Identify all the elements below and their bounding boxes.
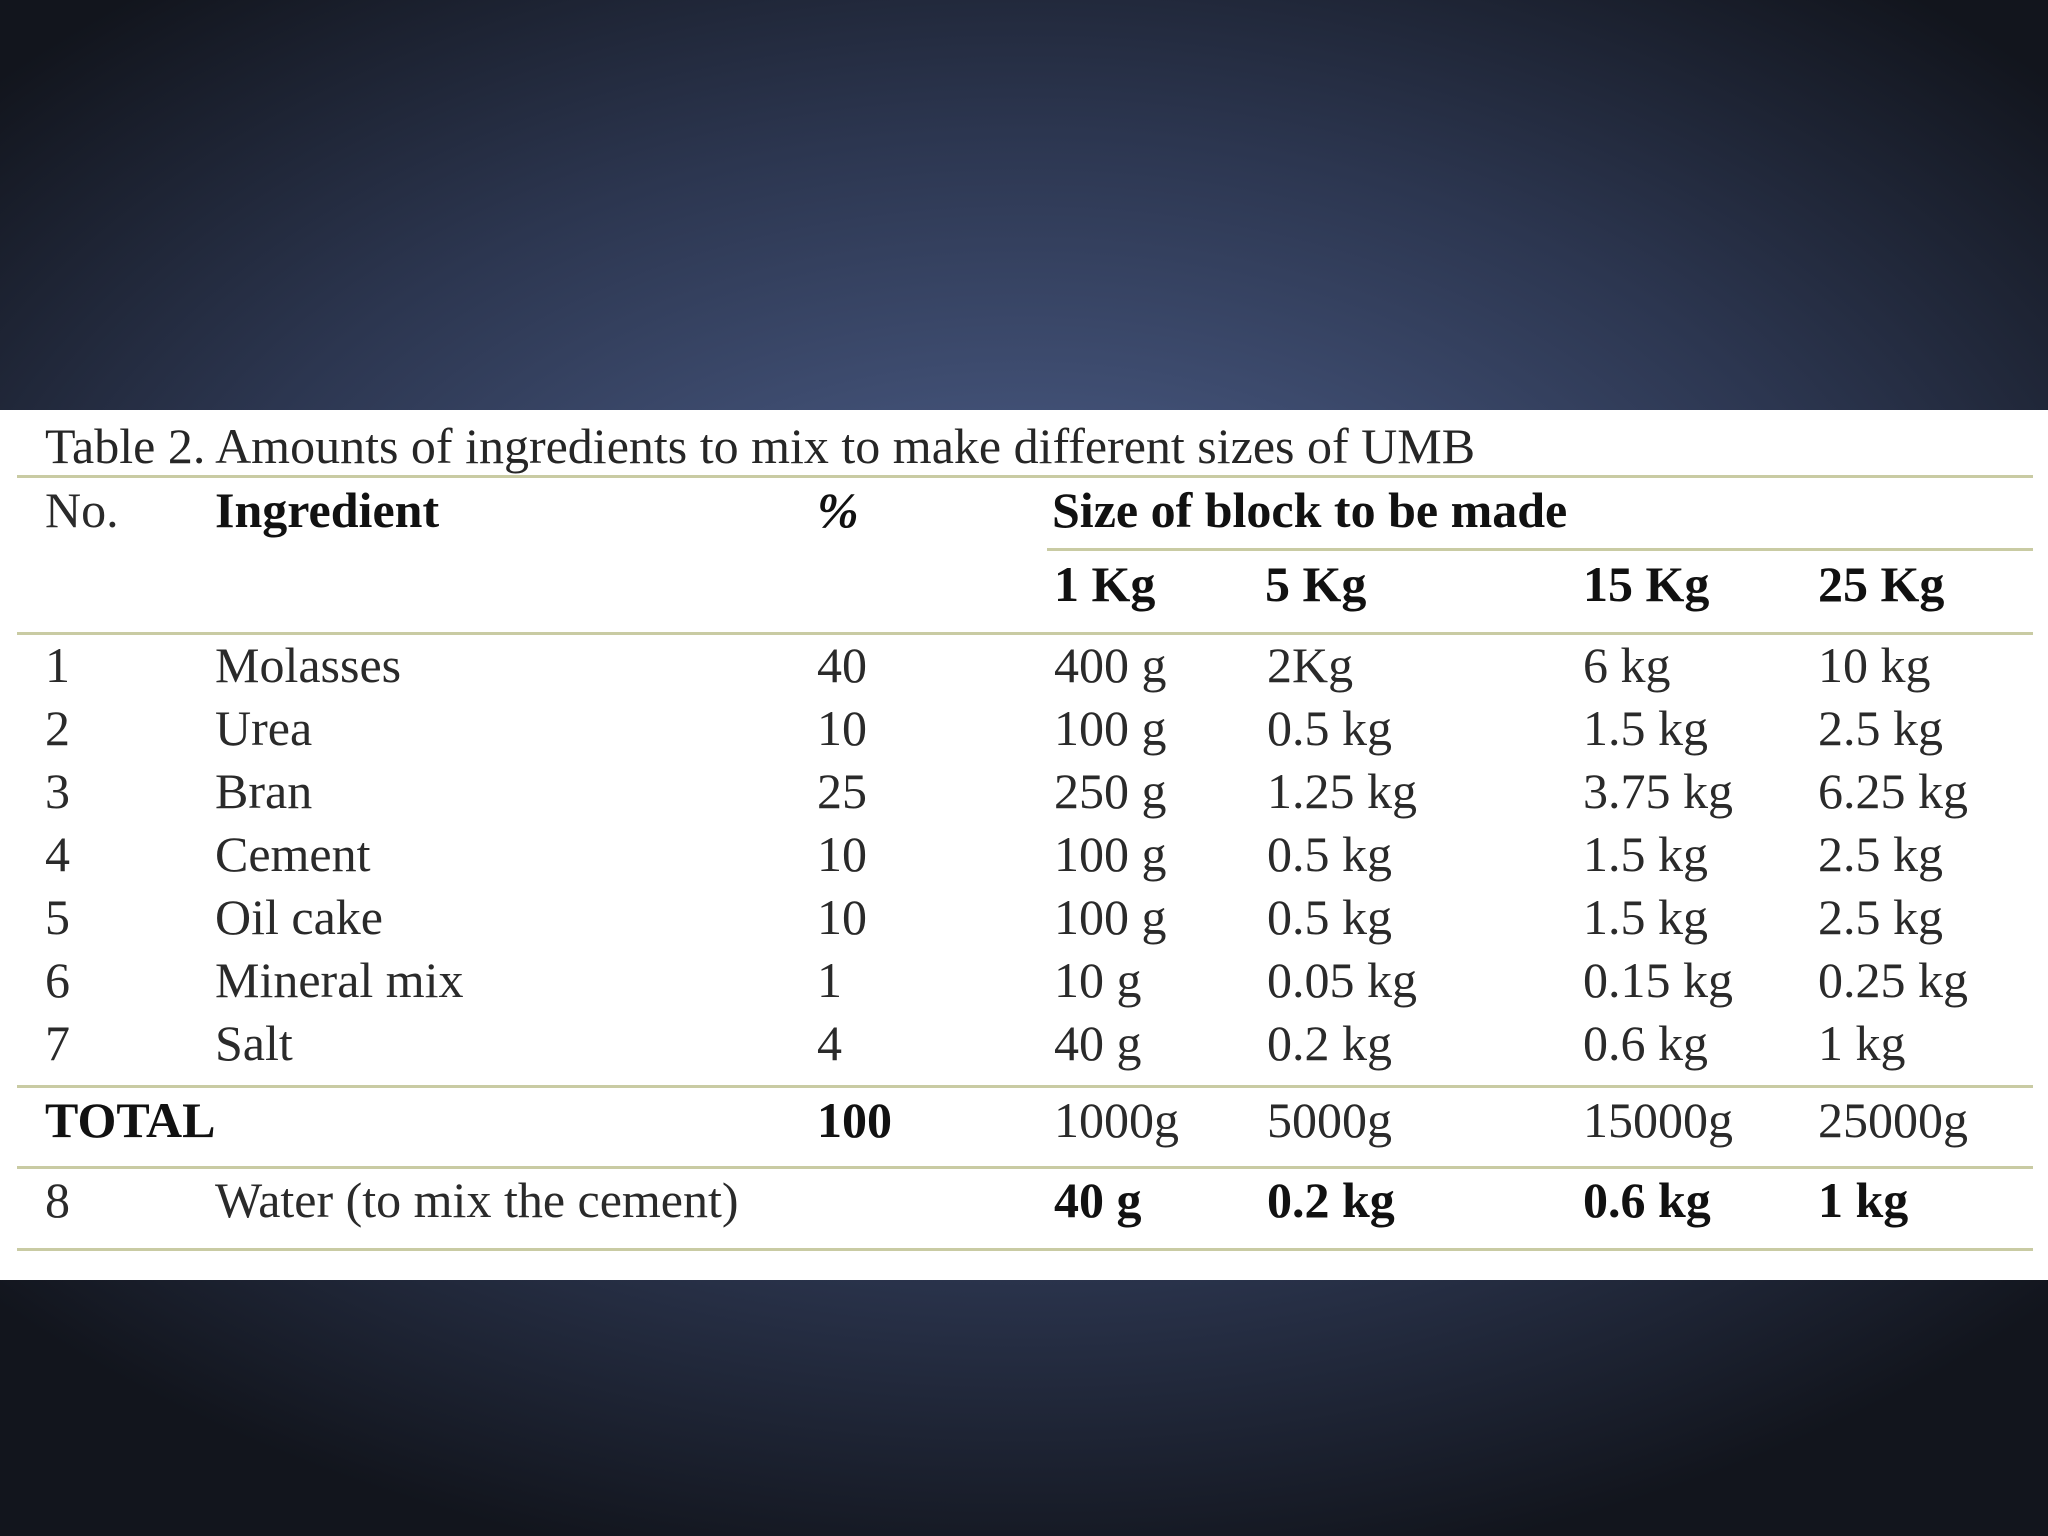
table-panel: Table 2. Amounts of ingredients to mix t…: [0, 410, 2048, 1280]
header-size-group: Size of block to be made: [1052, 482, 1568, 538]
row-percent: 10: [817, 700, 867, 756]
row-ingredient: Urea: [215, 700, 313, 756]
top-rule: [17, 475, 2033, 478]
total-amount-15kg: 15000g: [1583, 1092, 1733, 1148]
row-amount-15kg: 3.75 kg: [1583, 763, 1733, 819]
row-ingredient: Salt: [215, 1015, 293, 1071]
row-ingredient: Bran: [215, 763, 313, 819]
row-amount-25kg: 2.5 kg: [1818, 889, 1943, 945]
water-top-rule: [17, 1166, 2033, 1169]
row-amount-5kg: 0.5 kg: [1267, 889, 1392, 945]
row-ingredient: Cement: [215, 826, 371, 882]
row-percent: 25: [817, 763, 867, 819]
total-amount-1kg: 1000g: [1054, 1092, 1179, 1148]
header-bottom-rule: [17, 632, 2033, 635]
table-caption: Table 2. Amounts of ingredients to mix t…: [45, 418, 1476, 474]
row-percent: 10: [817, 889, 867, 945]
row-no: 6: [45, 952, 70, 1008]
row-amount-5kg: 0.5 kg: [1267, 700, 1392, 756]
header-size-1kg: 1 Kg: [1054, 556, 1156, 612]
row-amount-5kg: 2Kg: [1267, 637, 1354, 693]
header-size-5kg: 5 Kg: [1265, 556, 1367, 612]
row-amount-25kg: 6.25 kg: [1818, 763, 1968, 819]
row-amount-15kg: 0.15 kg: [1583, 952, 1733, 1008]
row-amount-15kg: 1.5 kg: [1583, 889, 1708, 945]
total-amount-5kg: 5000g: [1267, 1092, 1392, 1148]
row-amount-1kg: 10 g: [1054, 952, 1142, 1008]
header-no: No.: [45, 482, 119, 538]
row-amount-5kg: 0.05 kg: [1267, 952, 1417, 1008]
bottom-rule: [17, 1248, 2033, 1251]
row-no: 7: [45, 1015, 70, 1071]
row-no: 2: [45, 700, 70, 756]
row-amount-5kg: 0.2 kg: [1267, 1015, 1392, 1071]
row-amount-1kg: 100 g: [1054, 700, 1167, 756]
row-percent: 40: [817, 637, 867, 693]
row-no: 4: [45, 826, 70, 882]
row-no: 1: [45, 637, 70, 693]
total-label: TOTAL: [45, 1092, 216, 1148]
row-percent: 10: [817, 826, 867, 882]
row-percent: 4: [817, 1015, 842, 1071]
size-group-rule: [1047, 548, 2033, 551]
header-size-25kg: 25 Kg: [1818, 556, 1945, 612]
row-amount-1kg: 100 g: [1054, 889, 1167, 945]
row-amount-25kg: 0.25 kg: [1818, 952, 1968, 1008]
water-ingredient: Water (to mix the cement): [215, 1172, 739, 1228]
row-amount-15kg: 6 kg: [1583, 637, 1671, 693]
ingredients-table: Table 2. Amounts of ingredients to mix t…: [17, 410, 2033, 1280]
row-ingredient: Mineral mix: [215, 952, 464, 1008]
total-amount-25kg: 25000g: [1818, 1092, 1968, 1148]
row-amount-5kg: 1.25 kg: [1267, 763, 1417, 819]
row-amount-25kg: 2.5 kg: [1818, 826, 1943, 882]
row-percent: 1: [817, 952, 842, 1008]
row-amount-5kg: 0.5 kg: [1267, 826, 1392, 882]
header-ingredient: Ingredient: [215, 482, 440, 538]
row-amount-15kg: 0.6 kg: [1583, 1015, 1708, 1071]
row-amount-15kg: 1.5 kg: [1583, 826, 1708, 882]
row-amount-25kg: 10 kg: [1818, 637, 1931, 693]
total-percent: 100: [817, 1092, 892, 1148]
row-ingredient: Oil cake: [215, 889, 383, 945]
row-amount-1kg: 400 g: [1054, 637, 1167, 693]
row-amount-1kg: 100 g: [1054, 826, 1167, 882]
header-percent: %: [817, 482, 859, 538]
total-top-rule: [17, 1085, 2033, 1088]
water-amount-15kg: 0.6 kg: [1583, 1172, 1711, 1228]
water-amount-25kg: 1 kg: [1818, 1172, 1909, 1228]
row-amount-1kg: 250 g: [1054, 763, 1167, 819]
row-no: 5: [45, 889, 70, 945]
header-size-15kg: 15 Kg: [1583, 556, 1710, 612]
row-amount-1kg: 40 g: [1054, 1015, 1142, 1071]
row-amount-25kg: 1 kg: [1818, 1015, 1906, 1071]
row-ingredient: Molasses: [215, 637, 402, 693]
water-amount-5kg: 0.2 kg: [1267, 1172, 1395, 1228]
row-amount-15kg: 1.5 kg: [1583, 700, 1708, 756]
water-amount-1kg: 40 g: [1054, 1172, 1142, 1228]
row-amount-25kg: 2.5 kg: [1818, 700, 1943, 756]
water-no: 8: [45, 1172, 70, 1228]
row-no: 3: [45, 763, 70, 819]
